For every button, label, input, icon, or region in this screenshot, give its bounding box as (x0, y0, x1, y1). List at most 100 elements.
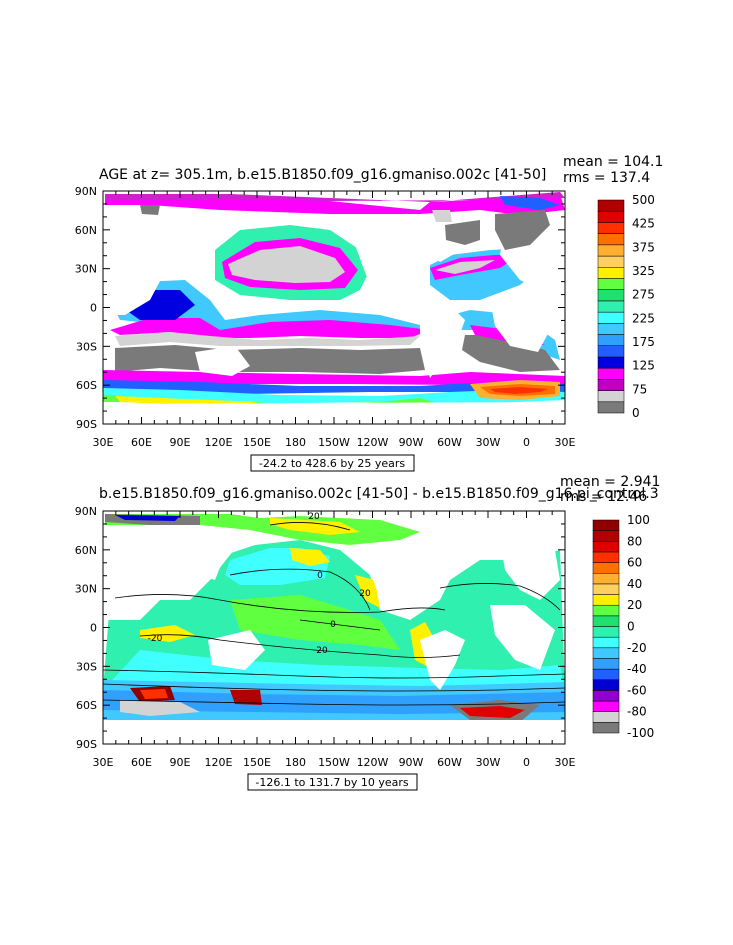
colorbar-label: 20 (627, 598, 642, 612)
contour-label: 0 (330, 620, 336, 630)
colorbar-swatch (597, 289, 625, 302)
colorbar-swatch (592, 583, 620, 595)
colorbar-swatch (597, 401, 625, 414)
colorbar-swatch (597, 390, 625, 403)
x-tick-label: 90E (170, 436, 191, 449)
colorbar-swatch (592, 658, 620, 670)
y-tick-label: 60S (76, 699, 97, 712)
colorbar-swatch (592, 594, 620, 606)
colorbar-swatch (597, 233, 625, 246)
panel-1-y-axis: 90N 60N 30N 0 30S 60S 90S (75, 185, 565, 431)
x-tick-label: 120W (357, 436, 389, 449)
contour-label: 20 (316, 646, 328, 656)
x-tick-label: 30W (476, 756, 501, 769)
x-tick-label: 60W (437, 756, 462, 769)
panel-1-colorbar (597, 199, 625, 414)
colorbar-swatch (592, 700, 620, 712)
colorbar-swatch (592, 604, 620, 617)
panel-1-map (103, 191, 565, 424)
colorbar-label: -60 (627, 683, 647, 697)
contour-label: 20 (308, 512, 320, 522)
colorbar-label: 500 (632, 193, 655, 207)
colorbar-swatch (597, 311, 625, 324)
panel-2-range-label: -126.1 to 131.7 by 10 years (255, 776, 409, 789)
x-tick-label: 0 (523, 436, 530, 449)
x-tick-label: 120E (205, 756, 233, 769)
contour-label: 20 (359, 589, 371, 599)
colorbar-label: 125 (632, 359, 655, 373)
y-tick-label: 30N (75, 263, 97, 276)
colorbar-swatch (597, 300, 625, 313)
colorbar-swatch (592, 690, 620, 702)
colorbar-swatch (592, 722, 620, 734)
x-tick-label: 90E (170, 756, 191, 769)
x-tick-label: 30E (555, 756, 576, 769)
colorbar-label: 225 (632, 311, 655, 325)
colorbar-swatch (592, 562, 620, 574)
x-tick-label: 120W (357, 756, 389, 769)
y-tick-label: 0 (90, 302, 97, 315)
y-tick-label: 30N (75, 583, 97, 596)
panel-1-range-box (250, 454, 415, 472)
colorbar-swatch (592, 573, 620, 585)
colorbar-swatch (597, 244, 625, 257)
colorbar-label: 0 (627, 620, 635, 634)
x-tick-label: 150W (318, 436, 350, 449)
colorbar-label: 425 (632, 217, 655, 231)
x-tick-label: 180 (285, 756, 306, 769)
x-tick-label: 150E (243, 436, 271, 449)
x-tick-label: 60E (131, 756, 152, 769)
colorbar-swatch (597, 267, 625, 279)
y-tick-label: 60N (75, 224, 97, 237)
panel-2-title: b.e15.B1850.f09_g16.gmaniso.002c [41-50]… (99, 486, 659, 502)
y-tick-label: 30S (76, 660, 97, 673)
panel-1-mean: mean = 104.1 (563, 154, 663, 170)
colorbar-swatch (597, 210, 625, 223)
colorbar-swatch (597, 345, 625, 358)
x-tick-label: 150W (318, 756, 350, 769)
colorbar-label: 60 (627, 556, 642, 570)
panel-2-range-box (247, 773, 418, 791)
panel-2-colorbar-labels: 100 80 60 40 20 0 -20 -40 -60 -80 -100 (627, 513, 654, 740)
panel-1-range-label: -24.2 to 428.6 by 25 years (259, 457, 406, 470)
y-tick-label: 90N (75, 185, 97, 198)
panel-2: b.e15.B1850.f09_g16.gmaniso.002c [41-50]… (75, 474, 660, 791)
colorbar-label: 175 (632, 335, 655, 349)
panel-1-rms: rms = 137.4 (563, 170, 650, 186)
panel-2-rms: rms = 12.46 (560, 489, 647, 505)
colorbar-swatch (597, 334, 625, 346)
colorbar-swatch (597, 255, 625, 268)
colorbar-swatch (592, 668, 620, 680)
panel-2-map (103, 511, 565, 744)
colorbar-label: 0 (632, 406, 640, 420)
panel-1-x-axis: 30E 60E 90E 120E 150E 180 150W 120W 90W 60W 30W 0 30… (93, 191, 576, 449)
x-tick-label: 60E (131, 436, 152, 449)
panel-2-y-axis: 90N 60N 30N 0 30S 60S 90S (75, 505, 565, 751)
colorbar-label: 325 (632, 264, 655, 278)
panel-2-contours (103, 522, 565, 706)
colorbar-swatch (597, 323, 625, 335)
x-tick-label: 30E (555, 436, 576, 449)
colorbar-swatch (592, 615, 620, 627)
y-tick-label: 90S (76, 418, 97, 431)
colorbar-swatch (592, 626, 620, 638)
panel-1-title: AGE at z= 305.1m, b.e15.B1850.f09_g16.gm… (99, 167, 546, 183)
colorbar-swatch (597, 367, 625, 380)
colorbar-swatch (592, 519, 620, 531)
colorbar-swatch (592, 679, 620, 691)
y-tick-label: 30S (76, 340, 97, 353)
y-tick-label: 60N (75, 544, 97, 557)
colorbar-label: 275 (632, 288, 655, 302)
x-tick-label: 180 (285, 436, 306, 449)
x-tick-label: 120E (205, 436, 233, 449)
colorbar-swatch (597, 356, 625, 369)
colorbar-swatch (597, 222, 625, 234)
x-tick-label: 0 (523, 756, 530, 769)
colorbar-label: 40 (627, 577, 642, 591)
colorbar-label: 80 (627, 534, 642, 548)
x-tick-label: 90W (399, 436, 424, 449)
panel-1: AGE at z= 305.1m, b.e15.B1850.f09_g16.gm… (75, 154, 663, 472)
colorbar-swatch (592, 647, 620, 659)
colorbar-swatch (592, 551, 620, 563)
